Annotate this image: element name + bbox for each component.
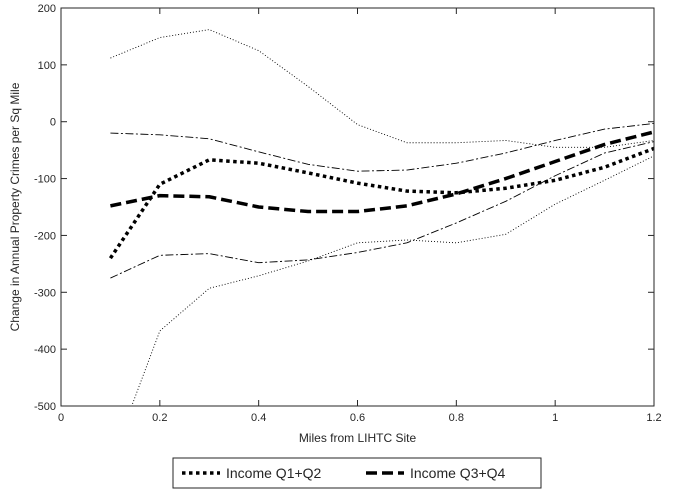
- x-tick-label: 1: [552, 412, 558, 424]
- y-tick-label: 100: [38, 60, 56, 72]
- legend-label-income-q1q2: Income Q1+Q2: [226, 465, 322, 481]
- series-line-q3q4-lower-bound: [110, 141, 654, 279]
- series-line-q1q2-lower-bound: [131, 155, 654, 406]
- plot-background: [61, 8, 654, 406]
- y-tick-label: -500: [34, 401, 56, 413]
- x-tick-label: 0.6: [350, 412, 365, 424]
- series-line-estimate-0: [108, 146, 654, 260]
- legend-box: [172, 457, 542, 489]
- x-tick-label: 0.8: [449, 412, 464, 424]
- series-line-q3q4-upper-bound: [110, 122, 654, 172]
- y-axis-label: Change in Annual Property Crimes per Sq …: [8, 82, 22, 331]
- ticks-layer: 0 0.2 0.4 0.6 0.8 1 1.2 -500 -400 -300 -200 -100 0 10…: [34, 3, 662, 424]
- y-tick-label: -100: [34, 174, 56, 186]
- x-tick-label: 0: [58, 412, 64, 424]
- x-axis-label: Miles from LIHTC Site: [299, 431, 417, 445]
- y-tick-label: 200: [38, 3, 56, 15]
- y-tick-label: -400: [34, 344, 56, 356]
- series-line-estimate-1: [110, 130, 654, 214]
- legend: Income Q1+Q2 Income Q3+Q4: [172, 457, 542, 489]
- series-layer: [108, 29, 654, 406]
- y-tick-label: 0: [50, 117, 56, 129]
- x-tick-label: 0.4: [251, 412, 266, 424]
- x-tick-label: 1.2: [646, 412, 661, 424]
- y-tick-label: -200: [34, 230, 56, 242]
- x-tick-label: 0.2: [152, 412, 167, 424]
- y-tick-label: -300: [34, 287, 56, 299]
- legend-label-income-q3q4: Income Q3+Q4: [410, 465, 506, 481]
